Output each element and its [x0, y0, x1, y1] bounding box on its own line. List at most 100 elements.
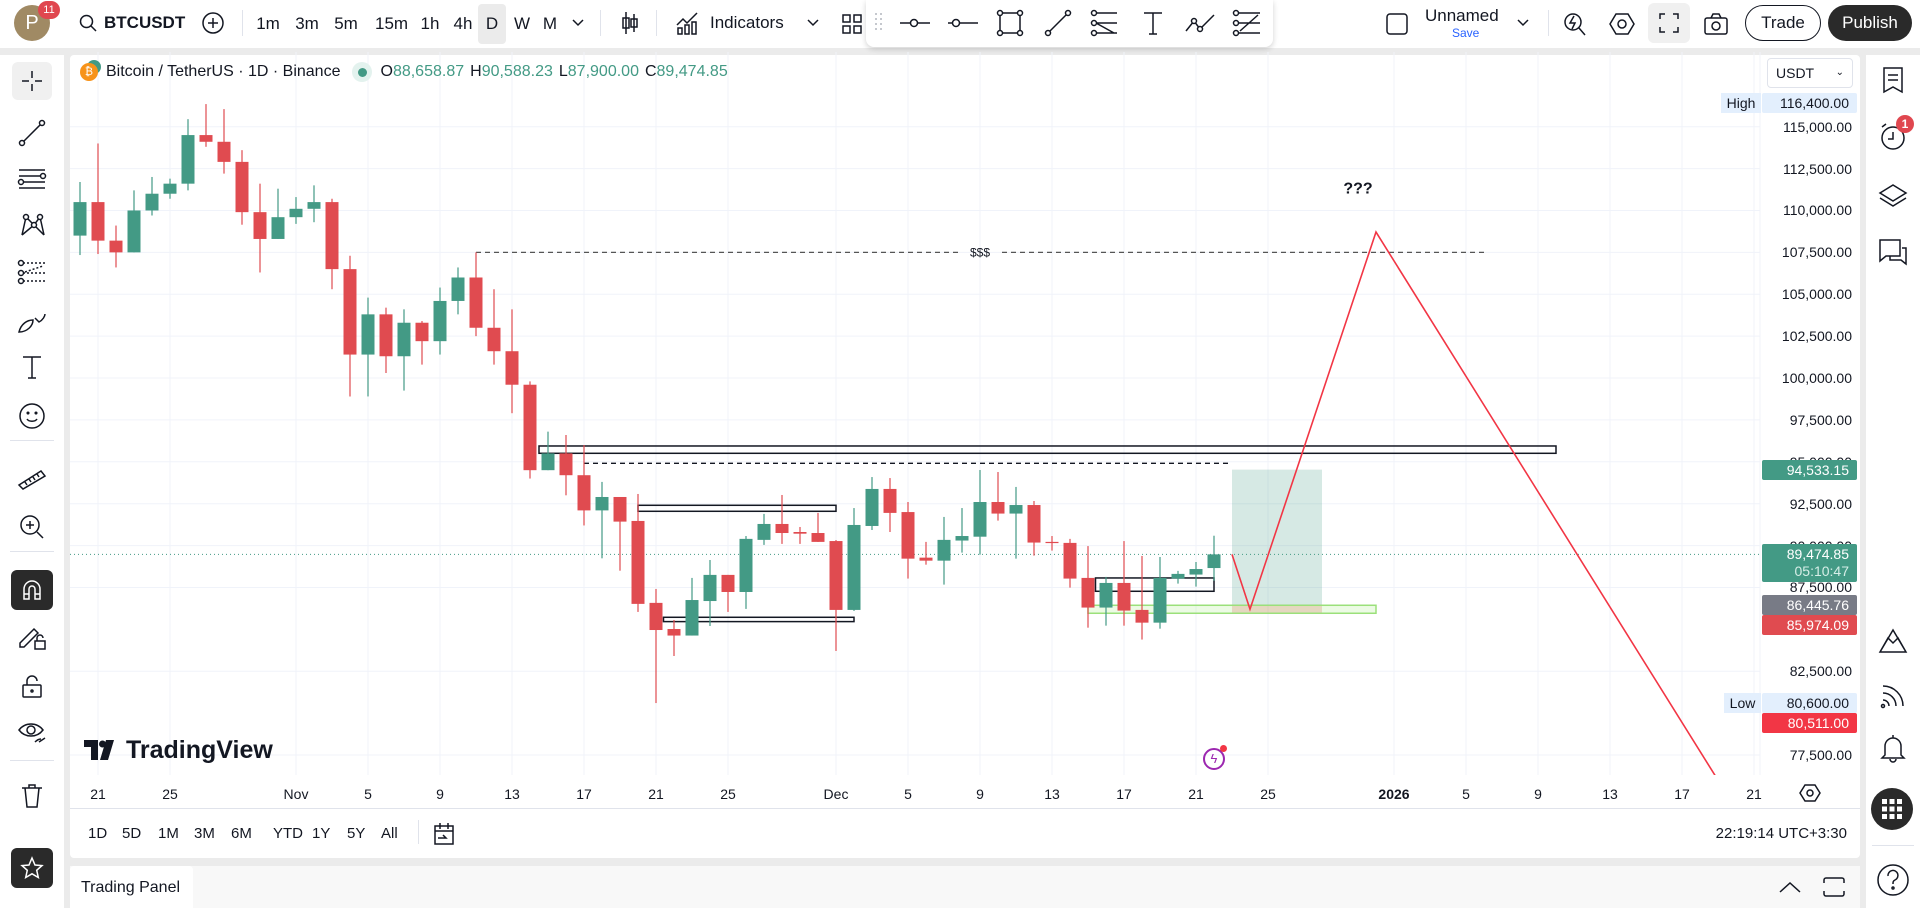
range-1m[interactable]: 1M	[158, 825, 179, 842]
range-6m[interactable]: 6M	[231, 825, 252, 842]
interval-3m[interactable]: 3m	[295, 14, 319, 33]
favorites-star-icon[interactable]	[11, 848, 53, 888]
ideas-icon[interactable]	[1878, 627, 1908, 657]
tradingview-logo[interactable]: TradingView	[84, 736, 273, 765]
interval-chevron-down-icon[interactable]	[570, 15, 586, 31]
range-all[interactable]: All	[381, 825, 398, 842]
fib-tool-icon[interactable]	[16, 256, 48, 288]
axis-settings-icon[interactable]	[1797, 781, 1823, 805]
text-icon[interactable]	[1141, 9, 1165, 37]
time-tick: 21	[1746, 786, 1762, 802]
interval-1m[interactable]: 1m	[256, 14, 280, 33]
indicators-button[interactable]: Indicators	[710, 13, 784, 32]
unlock-icon[interactable]	[16, 670, 48, 702]
chart-panel[interactable]	[70, 55, 1860, 858]
lightning-event-icon[interactable]: ϟ	[1203, 745, 1227, 770]
horizontal-ray-icon[interactable]	[900, 11, 930, 35]
layout-chevron-down-icon[interactable]	[1515, 15, 1531, 31]
notifications-bell-icon[interactable]	[1878, 733, 1908, 763]
news-stream-icon[interactable]	[1878, 681, 1908, 711]
compare-add-icon[interactable]	[201, 11, 225, 35]
chats-icon[interactable]	[1878, 238, 1908, 268]
tradingview-logo-icon	[84, 739, 114, 760]
range-5y[interactable]: 5Y	[347, 825, 366, 842]
publish-button[interactable]: Publish	[1828, 5, 1912, 41]
chevron-down-icon: ⌄	[1835, 67, 1844, 78]
help-icon[interactable]	[1875, 862, 1911, 898]
price-tick: 92,500.00	[1789, 495, 1852, 512]
alerts-clock-icon[interactable]	[1878, 122, 1908, 152]
high-label: H	[470, 63, 482, 80]
market-status-icon[interactable]	[352, 62, 373, 82]
apps-grid-icon[interactable]	[1871, 788, 1913, 830]
select-layout-checkbox-icon[interactable]	[1384, 11, 1410, 37]
watchlist-icon[interactable]	[1878, 65, 1908, 95]
settings-hexagon-icon[interactable]	[1608, 10, 1636, 38]
search-icon[interactable]	[78, 13, 98, 33]
layouts-grid-icon[interactable]	[840, 12, 864, 36]
maximize-panel-icon[interactable]	[1820, 875, 1848, 899]
trading-panel-tab[interactable]: Trading Panel	[70, 866, 193, 908]
interval-4h[interactable]: 4h	[453, 14, 473, 33]
quick-search-icon[interactable]	[1562, 10, 1588, 38]
object-tree-layers-icon[interactable]	[1878, 180, 1908, 210]
trend-line-icon[interactable]	[1044, 9, 1072, 37]
camera-icon[interactable]	[1702, 10, 1730, 38]
interval-d[interactable]: D	[478, 4, 506, 44]
candles-chart-type-icon[interactable]	[618, 10, 642, 36]
lock-drawings-pencil-icon[interactable]	[16, 621, 48, 653]
layout-name[interactable]: Unnamed	[1425, 6, 1499, 25]
close-label: C	[644, 63, 657, 80]
trend-line-tool-icon[interactable]	[16, 117, 48, 149]
magnet-icon[interactable]	[11, 570, 53, 610]
interval-5m[interactable]: 5m	[334, 14, 358, 33]
range-ytd[interactable]: YTD	[273, 825, 303, 842]
close-value: 89,474.85	[656, 63, 728, 80]
range-5d[interactable]: 5D	[122, 825, 142, 842]
interval-m[interactable]: M	[542, 14, 558, 33]
bar-countdown: 05:10:47	[1794, 563, 1850, 580]
range-1y[interactable]: 1Y	[312, 825, 331, 842]
go-to-date-icon[interactable]	[430, 820, 458, 848]
fullscreen-icon[interactable]	[1648, 3, 1690, 43]
parallel-channel-icon[interactable]	[1232, 9, 1264, 37]
chevron-up-icon[interactable]	[1776, 876, 1804, 898]
interval-15m[interactable]: 15m	[375, 14, 409, 33]
ruler-icon[interactable]	[16, 464, 48, 496]
eye-hide-icon[interactable]	[16, 716, 48, 748]
symbol-search[interactable]: BTCUSDT	[104, 13, 186, 32]
time-tick: 17	[576, 786, 592, 802]
time-tick: Dec	[823, 786, 849, 802]
interval-1h[interactable]: 1h	[420, 14, 440, 33]
horizontal-line-icon[interactable]	[948, 11, 978, 35]
pattern-tool-icon[interactable]	[16, 209, 48, 241]
high-price-badge: 116,400.00	[1762, 93, 1857, 114]
path-icon[interactable]	[1184, 9, 1218, 37]
notification-badge: 11	[38, 1, 60, 19]
indicators-chevron-down-icon[interactable]	[805, 15, 821, 31]
trade-button[interactable]: Trade	[1745, 5, 1821, 41]
emoji-tool-icon[interactable]	[16, 400, 48, 432]
indicators-icon[interactable]	[674, 10, 702, 36]
text-tool-icon[interactable]	[16, 351, 48, 383]
bitcoin-logo-icon: ₿	[80, 63, 98, 81]
fib-retracement-icon[interactable]	[1090, 9, 1120, 37]
rectangle-icon[interactable]	[996, 9, 1024, 37]
interval-w[interactable]: W	[513, 14, 531, 33]
brush-tool-icon[interactable]	[16, 305, 48, 337]
grip-icon[interactable]	[870, 12, 886, 34]
crosshair-icon[interactable]	[12, 62, 52, 100]
currency-select[interactable]: USDT ⌄	[1767, 58, 1853, 88]
left-drawing-toolbar	[0, 55, 64, 908]
range-1d[interactable]: 1D	[88, 825, 108, 842]
clock-timezone[interactable]: 22:19:14 UTC+3:30	[1715, 825, 1847, 842]
save-button[interactable]: Save	[1452, 26, 1480, 40]
symbol-legend[interactable]: ₿ Bitcoin / TetherUS · 1D · Binance O 88,…	[80, 62, 728, 82]
target-price-badge: 94,533.15	[1762, 459, 1857, 480]
horizontal-lines-tool-icon[interactable]	[16, 163, 48, 195]
time-tick: 5	[1462, 786, 1470, 802]
range-3m[interactable]: 3M	[194, 825, 215, 842]
trash-icon[interactable]	[16, 780, 48, 812]
zoom-in-icon[interactable]	[16, 511, 48, 543]
time-tick: 5	[904, 786, 912, 802]
